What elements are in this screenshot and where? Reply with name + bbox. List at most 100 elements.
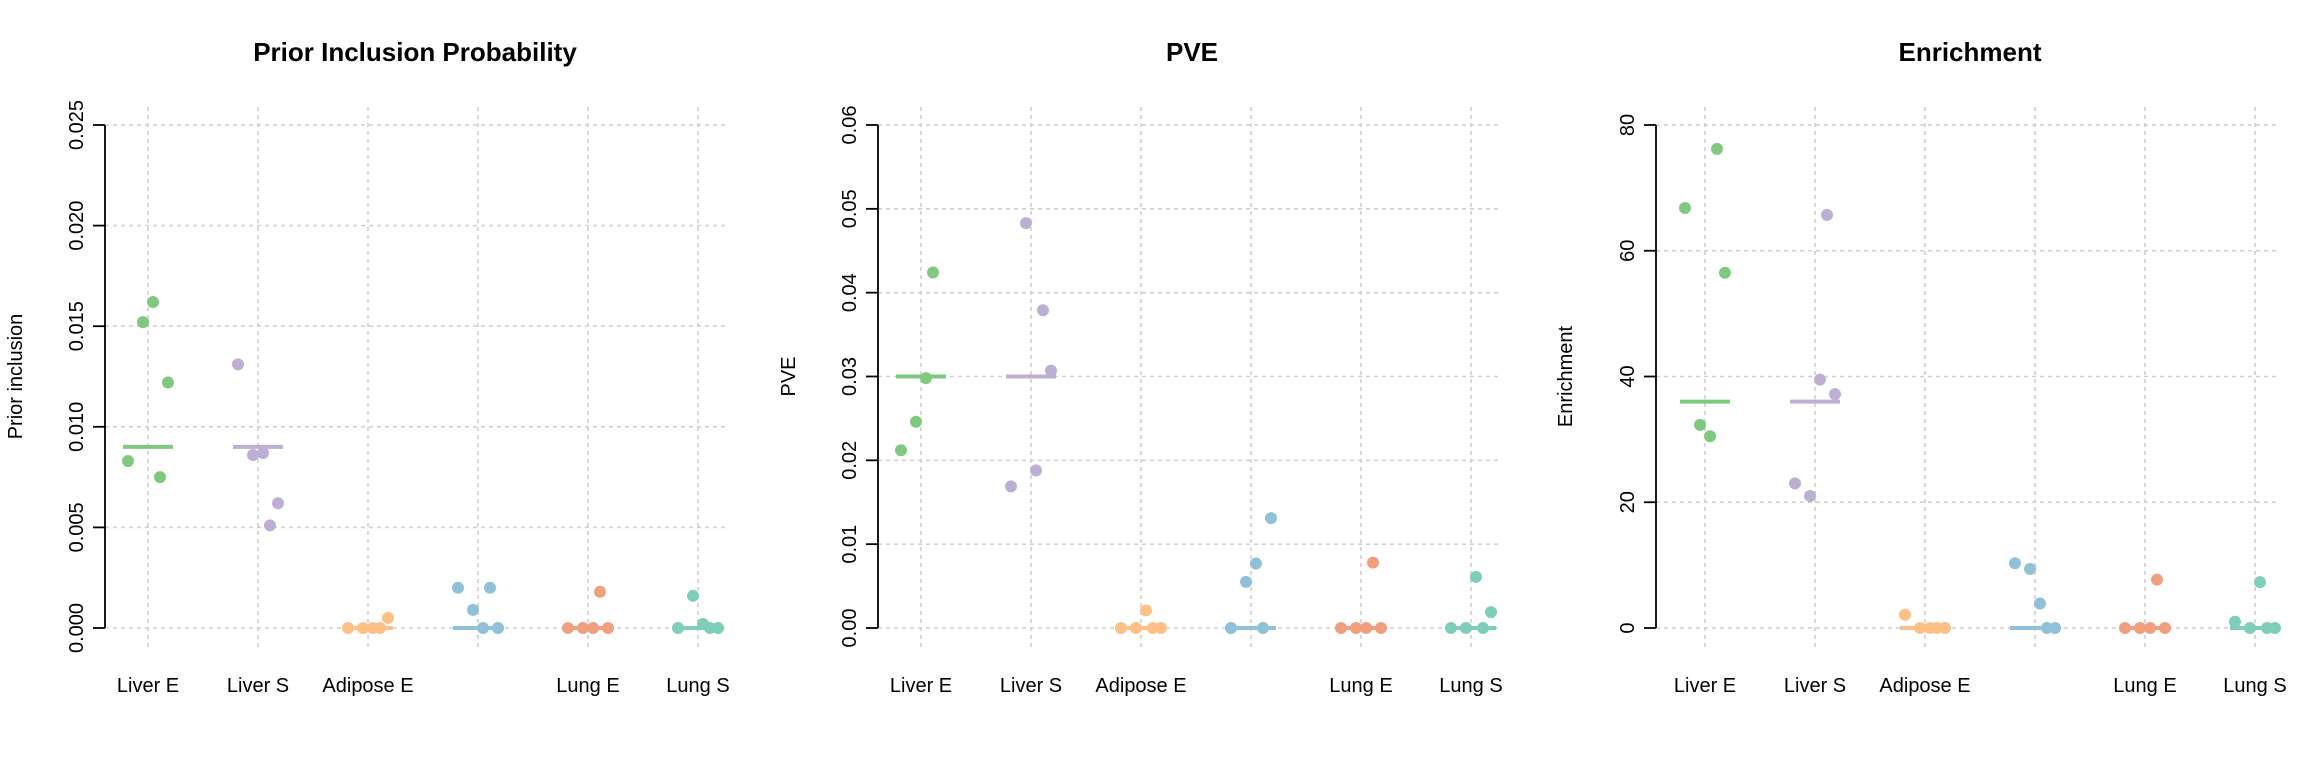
- x-tick-label: Lung S: [1439, 675, 1502, 697]
- y-tick-label: 0.005: [66, 502, 88, 552]
- x-tick-label: Adipose E: [1095, 675, 1186, 697]
- data-point: [2024, 562, 2036, 575]
- data-point: [1445, 622, 1457, 634]
- data-point: [382, 611, 394, 624]
- data-point: [1694, 418, 1706, 431]
- data-point: [147, 296, 159, 309]
- y-tick-label: 0: [1617, 622, 1639, 633]
- data-point: [927, 266, 939, 279]
- y-tick-label: 0.00: [839, 609, 861, 648]
- x-tick-label: Lung S: [666, 675, 729, 697]
- data-point: [1375, 622, 1387, 634]
- data-point: [1899, 608, 1911, 621]
- data-point: [342, 622, 354, 634]
- data-point: [374, 622, 386, 634]
- y-tick-label: 0.010: [66, 402, 88, 452]
- data-point: [1335, 622, 1347, 634]
- data-point: [264, 519, 276, 532]
- y-tick-label: 80: [1617, 114, 1639, 136]
- x-tick-label: Lung S: [2223, 675, 2286, 697]
- data-point: [1821, 208, 1833, 221]
- data-point: [1130, 622, 1142, 634]
- data-point: [2244, 622, 2256, 634]
- data-point: [1005, 480, 1017, 493]
- data-point: [2119, 622, 2131, 634]
- data-point: [247, 448, 259, 461]
- y-tick-label: 0.020: [66, 201, 88, 251]
- data-point: [1804, 489, 1816, 502]
- x-tick-label: Lung E: [556, 675, 619, 697]
- data-point: [452, 581, 464, 594]
- x-tick-label: Adipose E: [1879, 675, 1970, 697]
- y-axis-label: PVE: [778, 356, 800, 396]
- data-point: [602, 622, 614, 634]
- data-point: [357, 622, 369, 634]
- panel-enrichment: 0 20 40 60 80 Liver E Liver S Adipose E Lung E Lu…: [1555, 37, 2287, 697]
- data-point: [1789, 477, 1801, 490]
- data-point: [2144, 622, 2156, 634]
- data-point: [1829, 388, 1841, 401]
- chart-title: Prior Inclusion Probability: [253, 37, 577, 67]
- data-point: [1350, 622, 1362, 634]
- data-point: [477, 622, 489, 634]
- y-axis-label: Enrichment: [1555, 325, 1577, 427]
- data-point: [910, 415, 922, 428]
- data-point: [1030, 464, 1042, 477]
- data-point: [895, 444, 907, 457]
- data-point: [2151, 573, 2163, 586]
- data-point: [2229, 615, 2241, 628]
- data-point: [1020, 217, 1032, 230]
- x-tick-label: Lung E: [1329, 675, 1392, 697]
- data-point: [232, 358, 244, 371]
- data-point: [1939, 622, 1951, 634]
- y-tick-label: 0.02: [839, 441, 861, 480]
- x-tick-label: Liver E: [117, 675, 179, 697]
- data-point: [2269, 622, 2281, 634]
- data-point: [272, 497, 284, 510]
- y-tick-label: 40: [1617, 365, 1639, 387]
- data-point: [1155, 622, 1167, 634]
- data-point: [1265, 512, 1277, 525]
- data-point: [1360, 622, 1372, 634]
- x-tick-label: Liver E: [1674, 675, 1736, 697]
- x-tick-label: Liver S: [1784, 675, 1846, 697]
- data-point: [257, 446, 269, 459]
- data-point: [2034, 597, 2046, 610]
- data-point: [587, 622, 599, 634]
- data-point: [562, 622, 574, 634]
- data-point: [2254, 576, 2266, 589]
- data-point: [1225, 622, 1237, 634]
- panel-prior-inclusion: 0.000 0.005 0.010 0.015 0.020 0.025 Liver E Liv…: [5, 37, 730, 697]
- data-point: [2134, 622, 2146, 634]
- data-point: [1477, 622, 1489, 634]
- panel-pve: 0.00 0.01 0.02 0.03 0.04 0.05 0.06 Liver E Liver…: [778, 37, 1503, 697]
- data-point: [467, 603, 479, 616]
- data-point: [2009, 557, 2021, 570]
- data-point: [1719, 266, 1731, 279]
- data-point: [2159, 622, 2171, 634]
- data-point: [1711, 142, 1723, 155]
- data-point: [1814, 373, 1826, 386]
- chart-title: Enrichment: [1898, 37, 2041, 67]
- y-tick-label: 0.05: [839, 189, 861, 228]
- data-point: [137, 316, 149, 329]
- x-tick-label: Lung E: [2113, 675, 2176, 697]
- data-point: [1257, 622, 1269, 634]
- x-tick-label: Liver S: [227, 675, 289, 697]
- data-point: [1240, 575, 1252, 588]
- y-tick-label: 0.000: [66, 603, 88, 653]
- data-point: [577, 622, 589, 634]
- data-point: [672, 622, 684, 634]
- data-point: [1679, 201, 1691, 214]
- data-point: [1250, 557, 1262, 570]
- y-tick-label: 0.06: [839, 106, 861, 145]
- x-tick-label: Liver E: [890, 675, 952, 697]
- data-point: [594, 585, 606, 598]
- y-tick-label: 0.03: [839, 357, 861, 396]
- y-tick-label: 0.015: [66, 301, 88, 351]
- y-tick-label: 0.01: [839, 525, 861, 564]
- data-point: [712, 622, 724, 634]
- data-point: [122, 455, 134, 468]
- data-point: [154, 471, 166, 484]
- y-axis-label: Prior inclusion: [5, 314, 27, 440]
